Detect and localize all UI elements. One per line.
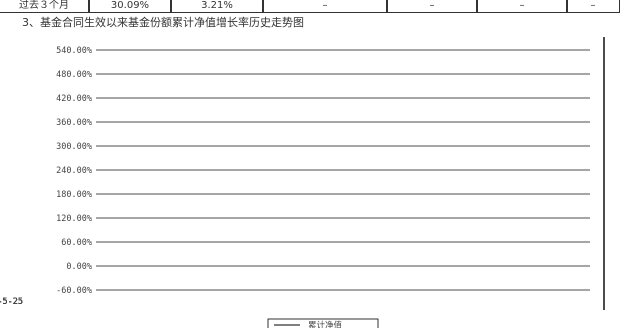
- y-tick-label: 360.00%: [56, 118, 92, 128]
- table-cell-benchmark-return: –: [262, 0, 388, 13]
- grid-lines: [96, 49, 590, 291]
- y-tick-label: 180.00%: [56, 190, 92, 200]
- y-tick-label: 540.00%: [56, 46, 92, 56]
- x-tick-label: 2001-5-25: [0, 297, 23, 307]
- chart-caption: 3、基金合同生效以来基金份额累计净值增长率历史走势图: [22, 16, 304, 29]
- table-cell-return: 30.09%: [88, 0, 172, 13]
- x-tick-label: 2004-5-25: [0, 297, 23, 307]
- y-tick-label: 300.00%: [56, 142, 92, 152]
- y-tick-label: 120.00%: [56, 214, 92, 224]
- x-tick-label: 2006-5-25: [0, 297, 23, 307]
- y-tick-label: 480.00%: [56, 70, 92, 80]
- table-cell-difference: –: [476, 0, 568, 13]
- legend: 累计净值: [267, 318, 379, 328]
- table-cell-benchmark-stdev: –: [386, 0, 478, 13]
- x-tick-label: 2007-5-25: [0, 297, 23, 307]
- table-cell-period: 过去３个月: [0, 0, 90, 13]
- x-tick-label: 2002-5-25: [0, 297, 23, 307]
- y-tick-label: 420.00%: [56, 94, 92, 104]
- legend-box: [267, 318, 379, 328]
- y-tick-label: 60.00%: [61, 238, 92, 248]
- y-tick-labels: 540.00% 480.00% 420.00% 360.00% 300.00% 240.0…: [56, 46, 92, 296]
- table-cell-difference-stdev: –: [566, 0, 620, 13]
- x-tick-labels: 2001-5-252002-5-252003-5-252004-5-252005…: [0, 297, 23, 307]
- y-tick-label: 240.00%: [56, 166, 92, 176]
- x-tick-label: 2003-5-25: [0, 297, 23, 307]
- table-cell-stdev: 3.21%: [170, 0, 264, 13]
- legend-label: 累计净值: [308, 320, 343, 328]
- y-tick-label: -60.00%: [56, 286, 92, 296]
- y-tick-label: 0.00%: [66, 262, 92, 272]
- x-tick-label: 2005-5-25: [0, 297, 23, 307]
